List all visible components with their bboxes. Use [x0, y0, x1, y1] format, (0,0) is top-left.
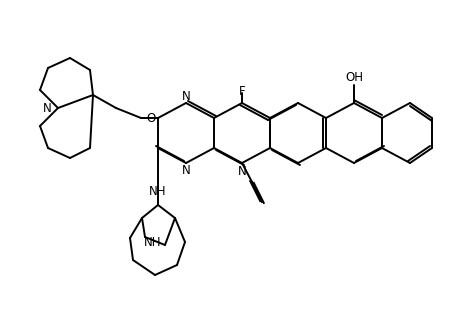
Text: NH: NH [149, 185, 167, 197]
Text: N: N [182, 164, 190, 176]
Text: F: F [239, 84, 245, 98]
Text: O: O [146, 111, 155, 125]
Text: NH: NH [144, 235, 162, 249]
Text: OH: OH [345, 71, 363, 83]
Text: N: N [237, 165, 247, 177]
Text: N: N [182, 90, 190, 102]
Text: N: N [43, 101, 52, 115]
